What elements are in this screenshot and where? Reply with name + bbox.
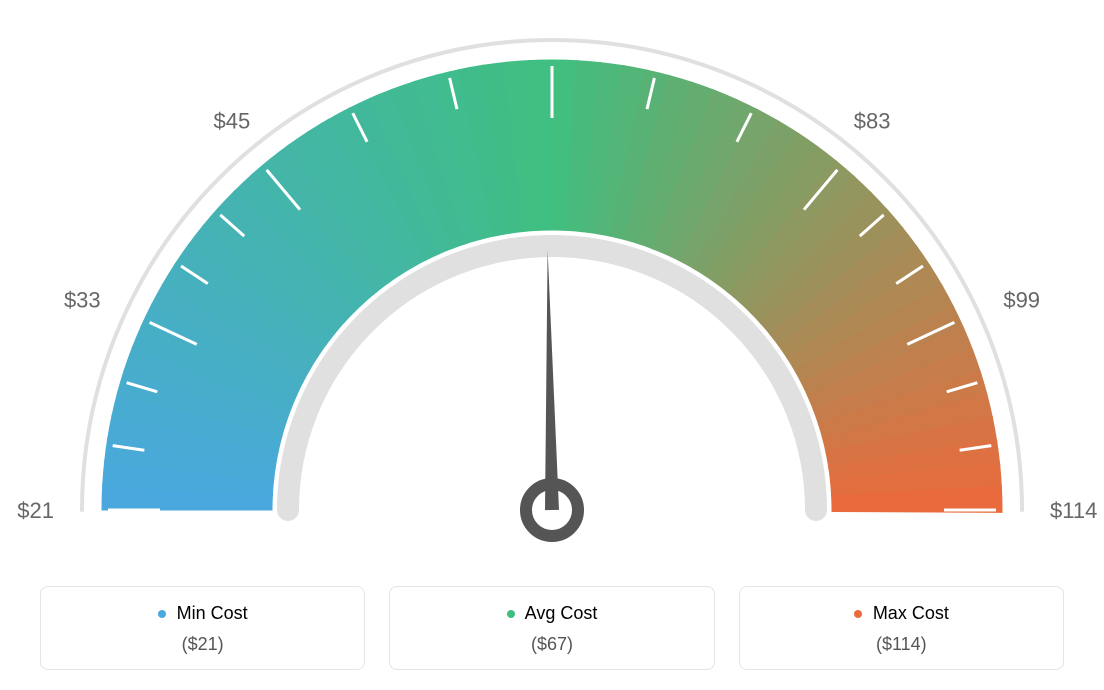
legend-max: Max Cost ($114) xyxy=(739,586,1064,670)
svg-text:$99: $99 xyxy=(1003,288,1040,313)
dot-min xyxy=(158,610,166,618)
svg-text:$21: $21 xyxy=(17,498,54,523)
svg-text:$33: $33 xyxy=(64,288,101,313)
legend-row: Min Cost ($21) Avg Cost ($67) Max Cost (… xyxy=(40,586,1064,670)
legend-avg-value: ($67) xyxy=(400,634,703,655)
legend-max-value: ($114) xyxy=(750,634,1053,655)
legend-max-label: Max Cost xyxy=(873,603,949,623)
svg-text:$67: $67 xyxy=(534,10,571,11)
legend-min: Min Cost ($21) xyxy=(40,586,365,670)
svg-text:$45: $45 xyxy=(214,109,251,134)
legend-avg: Avg Cost ($67) xyxy=(389,586,714,670)
legend-avg-label: Avg Cost xyxy=(525,603,598,623)
cost-gauge: $21 $33 $45 $67 $83 $99 $114 xyxy=(0,10,1104,570)
dot-avg xyxy=(507,610,515,618)
svg-text:$114: $114 xyxy=(1050,498,1097,523)
legend-min-value: ($21) xyxy=(51,634,354,655)
legend-min-label: Min Cost xyxy=(177,603,248,623)
svg-text:$83: $83 xyxy=(854,109,891,134)
dot-max xyxy=(854,610,862,618)
